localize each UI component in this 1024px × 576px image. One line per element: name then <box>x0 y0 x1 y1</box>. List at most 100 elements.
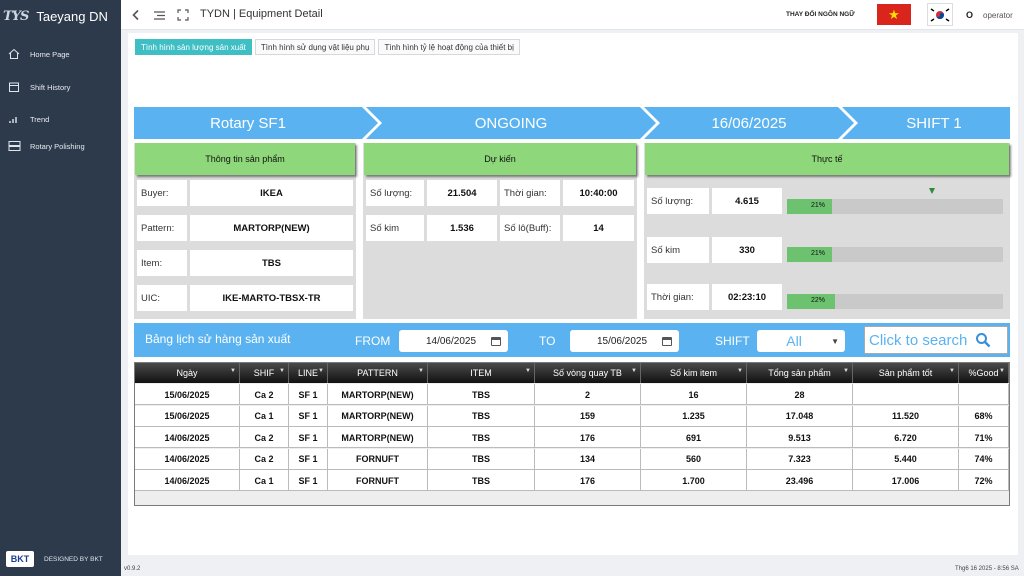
column-header[interactable]: PATTERN ▼ <box>328 363 428 383</box>
sidebar-item-shift-history[interactable]: Shift History <box>0 76 121 98</box>
table-cell: TBS <box>428 427 535 448</box>
sidebar-item-rotary-polishing[interactable]: Rotary Polishing <box>0 135 121 157</box>
table-row[interactable]: 14/06/2025 Ca 2 SF 1 FORNUFT TBS 134 560 7.323 5… <box>135 448 1009 470</box>
from-date-value: 14/06/2025 <box>425 335 477 347</box>
search-button-label: Click to search <box>869 331 968 349</box>
column-header[interactable]: Ngày ▼ <box>135 363 240 383</box>
column-header[interactable]: Tổng sản phẩm ▼ <box>747 363 853 383</box>
table-cell: 11.520 <box>853 405 959 427</box>
sidebar-item-trend[interactable]: Trend <box>0 108 121 130</box>
table-cell: 134 <box>535 448 641 470</box>
app-logo[interactable]: TYS Taeyang DN <box>3 7 108 25</box>
actual-quantity-value: 4.615 <box>712 188 782 214</box>
from-label: FROM <box>355 334 391 348</box>
table-cell: 6.720 <box>853 427 959 448</box>
tab-auxiliary-materials[interactable]: Tình hình sử dụng vật liệu phụ <box>254 39 376 55</box>
column-header[interactable]: LINE ▼ <box>289 363 328 383</box>
menu-icon[interactable] <box>152 8 166 22</box>
table-cell: 560 <box>641 448 747 470</box>
to-date-picker[interactable]: 15/06/2025 <box>570 330 679 352</box>
fullscreen-icon[interactable] <box>176 8 190 22</box>
footer-brand: BKT DESIGNED BY BKT <box>6 551 103 567</box>
progress-fill-quantity <box>787 199 833 214</box>
korea-flag-icon[interactable] <box>927 3 953 26</box>
filter-icon: ▼ <box>949 368 955 374</box>
history-title: Bảng lịch sử hàng sản xuất <box>145 332 291 346</box>
filter-icon: ▼ <box>318 368 324 374</box>
item-value: TBS <box>190 250 353 276</box>
table-cell: TBS <box>428 384 535 405</box>
tab-production-output[interactable]: Tình hình sản lượng sản xuất <box>135 39 252 55</box>
plan-time-label: Thời gian: <box>500 180 560 206</box>
plan-needles-label: Số kim <box>366 215 424 241</box>
bar-chart-icon <box>7 112 21 126</box>
column-header[interactable]: %Good ▼ <box>959 363 1009 383</box>
table-cell: SF 1 <box>289 384 328 405</box>
table-cell: TBS <box>428 470 535 491</box>
shift-select-value: All <box>786 333 802 349</box>
page-title: TYDN | Equipment Detail <box>200 8 323 20</box>
user-name[interactable]: operator <box>983 11 1013 20</box>
progress-fill-needles <box>787 247 833 262</box>
column-header[interactable]: SHIF ▼ <box>240 363 289 383</box>
back-icon[interactable] <box>129 8 143 22</box>
column-header[interactable]: ITEM ▼ <box>428 363 535 383</box>
tab-equipment-operation-rate[interactable]: Tình hình tỷ lệ hoạt động của thiết bị <box>378 39 520 55</box>
status-shift: SHIFT 1 <box>906 114 962 132</box>
filter-icon: ▼ <box>230 368 236 374</box>
change-language-button[interactable]: THAY ĐỔI NGÔN NGỮ <box>786 11 855 18</box>
chevron-down-icon: ▼ <box>831 336 839 346</box>
table-cell: Ca 2 <box>240 448 289 470</box>
table-cell: Ca 2 <box>240 427 289 448</box>
column-header[interactable]: Sản phẩm tốt ▼ <box>853 363 959 383</box>
sidebar-item-label: Rotary Polishing <box>30 141 85 151</box>
filter-icon: ▼ <box>631 368 637 374</box>
table-cell: 159 <box>535 405 641 427</box>
uic-label: UIC: <box>137 285 187 311</box>
table-row[interactable]: 15/06/2025 Ca 1 SF 1 MARTORP(NEW) TBS 159 1.23… <box>135 405 1009 427</box>
table-cell: 74% <box>959 448 1009 470</box>
column-header[interactable]: Số kim item ▼ <box>641 363 747 383</box>
item-label: Item: <box>137 250 187 276</box>
table-cell: 1.700 <box>641 470 747 491</box>
actual-title: Thực tế <box>645 143 1009 175</box>
table-cell: 23.496 <box>747 470 853 491</box>
progress-bar-quantity: 21% <box>787 199 1003 214</box>
column-header[interactable]: Số vòng quay TB ▼ <box>535 363 641 383</box>
plan-lots-label: Số lô(Buff): <box>500 215 560 241</box>
table-cell: 5.440 <box>853 448 959 470</box>
table-row[interactable]: 15/06/2025 Ca 2 SF 1 MARTORP(NEW) TBS 2 16 28 <box>135 384 1009 405</box>
search-button[interactable]: Click to search <box>864 326 1008 354</box>
actual-time-label: Thời gian: <box>647 284 709 310</box>
table-cell: SF 1 <box>289 470 328 491</box>
table-cell: 1.235 <box>641 405 747 427</box>
table-row[interactable]: 14/06/2025 Ca 2 SF 1 MARTORP(NEW) TBS 176 691 9… <box>135 427 1009 448</box>
server-icon <box>7 139 21 153</box>
plan-needles-value: 1.536 <box>427 215 497 241</box>
designed-by: DESIGNED BY BKT <box>44 555 103 563</box>
table-cell: TBS <box>428 405 535 427</box>
calendar-icon <box>7 80 21 94</box>
product-info-panel: Thông tin sản phẩm Buyer: IKEA Pattern: … <box>134 143 356 319</box>
progress-text-needles: 21% <box>811 250 826 257</box>
sidebar-item-home[interactable]: Home Page <box>0 43 121 65</box>
status-chevron-bar: Rotary SF1 ONGOING 16/06/2025 SHIFT 1 <box>134 107 1010 139</box>
status-date: 16/06/2025 <box>711 114 787 132</box>
plan-quantity-value: 21.504 <box>427 180 497 206</box>
table-cell: 72% <box>959 470 1009 491</box>
shift-select[interactable]: All ▼ <box>757 330 845 352</box>
calendar-icon[interactable] <box>662 336 672 346</box>
calendar-icon[interactable] <box>491 336 501 346</box>
filter-icon: ▼ <box>418 368 424 374</box>
table-cell: 71% <box>959 427 1009 448</box>
top-bar: TYDN | Equipment Detail THAY ĐỔI NGÔN NG… <box>121 0 1024 30</box>
user-avatar[interactable]: O <box>966 10 974 20</box>
from-date-picker[interactable]: 14/06/2025 <box>399 330 508 352</box>
table-row[interactable]: 14/06/2025 Ca 1 SF 1 FORNUFT TBS 176 1.700 23.4… <box>135 470 1009 491</box>
vietnam-flag-icon[interactable]: ★ <box>877 4 911 25</box>
app-version: v0.9.2 <box>124 566 141 572</box>
actual-quantity-label: Số lượng: <box>647 188 709 214</box>
table-cell: SF 1 <box>289 405 328 427</box>
system-clock: Thg6 16 2025 - 8:56 SA <box>955 566 1019 572</box>
filter-icon: ▼ <box>843 368 849 374</box>
